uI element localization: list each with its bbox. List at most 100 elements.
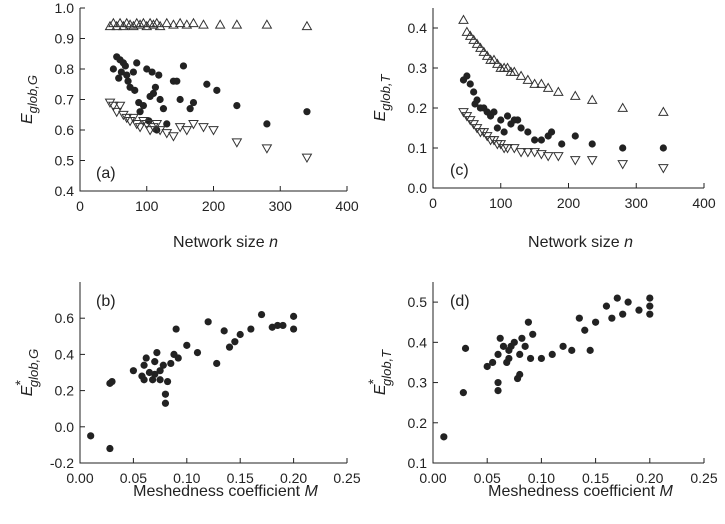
- x-tick-label: 0.05: [120, 470, 147, 486]
- axes: [432, 282, 704, 464]
- data-point: [559, 342, 567, 350]
- x-axis-label: Meshedness coefficient M: [488, 483, 673, 500]
- data-point: [473, 96, 481, 104]
- data-point: [151, 17, 163, 28]
- data-point: [236, 330, 244, 339]
- y-tick-label: -0.2: [50, 455, 74, 471]
- data-point: [522, 74, 534, 84]
- data-point: [505, 354, 513, 363]
- data-point: [133, 59, 141, 67]
- y-tick-label: 0.7: [55, 92, 75, 108]
- data-point: [108, 377, 116, 386]
- axes: [79, 282, 347, 464]
- data-point: [489, 358, 497, 367]
- data-point: [111, 20, 123, 31]
- data-point: [161, 399, 170, 407]
- x-axis-label: Network size n: [528, 234, 633, 251]
- data-point: [569, 156, 581, 166]
- x-tick-label: 0.05: [474, 470, 501, 486]
- data-point: [531, 136, 539, 144]
- data-point: [203, 80, 211, 88]
- data-point: [140, 361, 148, 369]
- data-point: [156, 95, 164, 104]
- data-point: [108, 17, 119, 28]
- data-point: [552, 86, 564, 96]
- data-point: [273, 321, 282, 330]
- data-point: [624, 298, 632, 306]
- data-point: [502, 144, 513, 154]
- y-tick-label: 1.0: [55, 0, 75, 16]
- data-point: [172, 325, 180, 333]
- series-circle: [87, 310, 298, 453]
- data-point: [542, 152, 554, 162]
- data-point: [131, 120, 143, 130]
- y-tick-label: 0.8: [55, 61, 75, 77]
- data-point: [156, 376, 164, 384]
- y-tick-label: 0.3: [408, 60, 428, 76]
- data-point: [134, 123, 146, 133]
- data-point: [168, 132, 179, 142]
- y-tick-label: 0.2: [408, 415, 428, 431]
- panel-b: 0.00 0.05 0.10 0.15 0.20 0.25 -0.2 0.0 0.2 0.4 0.6…: [12, 282, 361, 500]
- y-tick-label: 0.0: [408, 180, 428, 196]
- y-tick-label: 0.4: [55, 183, 75, 199]
- data-point: [163, 377, 172, 386]
- panel-label: (a): [96, 165, 116, 182]
- data-point: [198, 19, 209, 29]
- x-tick-label: 0.15: [582, 470, 609, 486]
- data-point: [558, 140, 566, 148]
- y-tick-label: 0.1: [408, 455, 428, 471]
- data-point: [225, 343, 234, 351]
- x-tick-label: 0: [429, 195, 437, 211]
- data-point: [552, 152, 564, 162]
- data-point: [161, 390, 170, 398]
- y-tick-label: 0.4: [408, 20, 428, 36]
- data-point: [186, 105, 194, 113]
- data-point: [121, 113, 133, 124]
- x-tick-label: 200: [202, 198, 226, 214]
- x-axis-label: Meshedness coefficient M: [133, 483, 318, 500]
- data-point: [188, 120, 199, 130]
- x-tick-label: 0.20: [280, 470, 307, 486]
- data-point: [198, 123, 209, 133]
- data-point: [213, 359, 221, 368]
- data-point: [537, 136, 546, 144]
- data-point: [518, 334, 526, 342]
- data-point: [176, 95, 184, 104]
- y-tick-label: 0.5: [55, 153, 75, 169]
- y-tick-label: 0.2: [55, 383, 75, 399]
- data-point: [231, 138, 243, 148]
- data-point: [214, 19, 226, 29]
- y-tick-label: 0.0: [55, 419, 75, 435]
- data-point: [464, 30, 476, 40]
- data-point: [592, 318, 600, 326]
- series-triangle-down: [458, 108, 669, 174]
- y-tick-label: 0.4: [55, 346, 75, 362]
- data-point: [548, 350, 556, 358]
- data-point: [529, 330, 537, 338]
- data-point: [468, 34, 480, 44]
- series-circle: [440, 294, 654, 441]
- data-point: [581, 326, 589, 334]
- data-point: [492, 58, 503, 68]
- data-point: [114, 17, 126, 28]
- data-point: [151, 120, 163, 130]
- series-circle: [459, 72, 667, 152]
- x-tick-label: 0: [76, 198, 84, 214]
- y-tick-label: 0.2: [408, 100, 428, 116]
- data-point: [568, 346, 576, 354]
- data-point: [516, 350, 524, 358]
- data-point: [87, 432, 95, 440]
- data-point: [459, 389, 467, 397]
- x-tick-label: 100: [489, 195, 513, 211]
- data-point: [117, 68, 125, 76]
- data-point: [494, 378, 502, 387]
- data-point: [188, 17, 199, 28]
- data-point: [181, 19, 193, 29]
- series-triangle-up: [104, 17, 313, 31]
- series-circle: [109, 53, 311, 134]
- data-point: [657, 106, 669, 116]
- data-point: [189, 98, 198, 107]
- data-point: [129, 68, 137, 76]
- data-point: [140, 376, 148, 384]
